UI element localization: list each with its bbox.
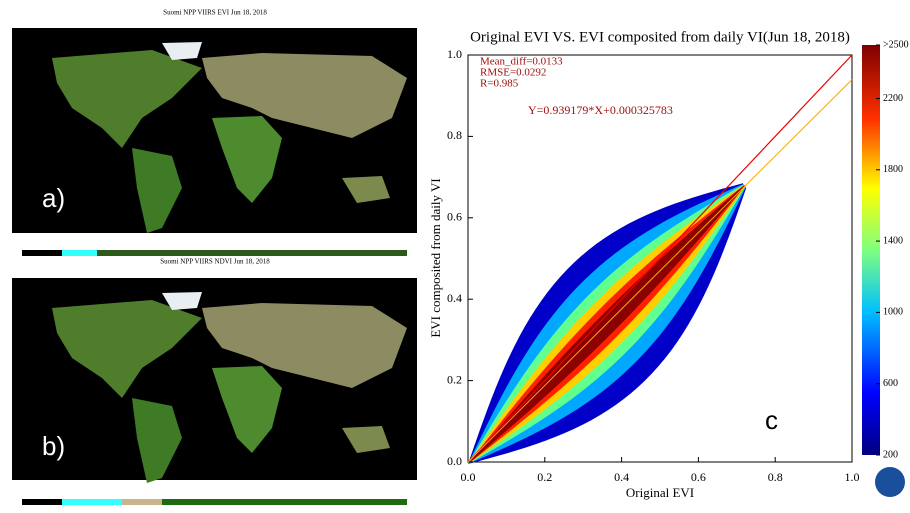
colorbar-tick-label: 1400 bbox=[883, 235, 903, 246]
annotation: Mean_diff=0.0133 bbox=[480, 56, 563, 68]
map-colorbar bbox=[62, 499, 122, 505]
colorbar-tick-label: 600 bbox=[883, 378, 898, 389]
y-tick-label: 0.4 bbox=[447, 291, 462, 305]
panel-label: a) bbox=[42, 183, 65, 213]
map-colorbar bbox=[122, 499, 162, 505]
y-tick-label: 1.0 bbox=[447, 47, 462, 61]
x-axis-label: Original EVI bbox=[626, 485, 694, 500]
x-tick-label: 0.0 bbox=[461, 470, 476, 484]
x-tick-label: 0.6 bbox=[691, 470, 706, 484]
map-colorbar bbox=[22, 499, 62, 505]
annotation: RMSE=0.0292 bbox=[480, 67, 546, 79]
annotation: R=0.985 bbox=[480, 78, 519, 90]
colorbar bbox=[862, 45, 880, 455]
panel-label: c bbox=[765, 405, 778, 435]
chart-title: Original EVI VS. EVI composited from dai… bbox=[470, 29, 850, 45]
map-title: Suomi NPP VIIRS NDVI Jun 18, 2018 bbox=[160, 258, 270, 266]
panel-label: b) bbox=[42, 431, 65, 461]
y-tick-label: 0.2 bbox=[447, 372, 462, 386]
y-tick-label: 0.6 bbox=[447, 210, 462, 224]
x-tick-label: 0.4 bbox=[614, 470, 629, 484]
colorbar-tick-label: >2500 bbox=[883, 39, 909, 50]
map-colorbar bbox=[62, 250, 97, 256]
x-tick-label: 0.2 bbox=[537, 470, 552, 484]
colorbar-tick-label: 2200 bbox=[883, 93, 903, 104]
colorbar-tick-label: 1800 bbox=[883, 164, 903, 175]
map-colorbar bbox=[22, 250, 62, 256]
x-tick-label: 1.0 bbox=[845, 470, 860, 484]
y-axis-label: EVI composited from daily VI bbox=[428, 178, 443, 337]
map-title: Suomi NPP VIIRS EVI Jun 18, 2018 bbox=[163, 9, 267, 17]
equation: Y=0.939179*X+0.000325783 bbox=[528, 103, 673, 117]
map-colorbar bbox=[22, 250, 407, 256]
y-tick-label: 0.8 bbox=[447, 128, 462, 142]
regression-line bbox=[467, 79, 853, 463]
colorbar-tick-label: 200 bbox=[883, 449, 898, 460]
noaa-logo bbox=[875, 467, 905, 497]
one-to-one-line bbox=[467, 54, 853, 463]
map-colorbar bbox=[22, 499, 407, 505]
y-tick-label: 0.0 bbox=[447, 454, 462, 468]
colorbar-tick-label: 1000 bbox=[883, 307, 903, 318]
x-tick-label: 0.8 bbox=[768, 470, 783, 484]
plot-frame bbox=[467, 54, 853, 463]
